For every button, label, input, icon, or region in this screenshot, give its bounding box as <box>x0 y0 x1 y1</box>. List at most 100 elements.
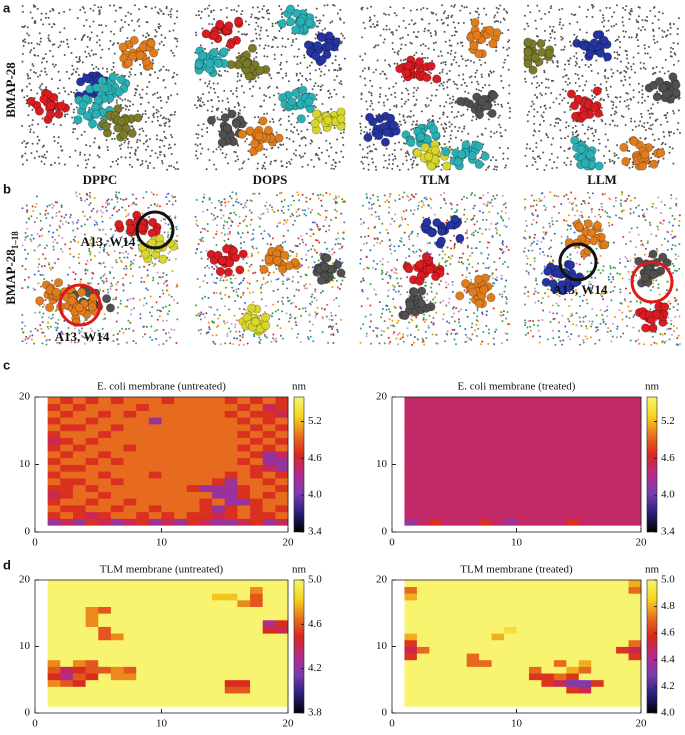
lipid-dot <box>168 310 171 313</box>
lipid-dot <box>419 44 422 47</box>
lipid-dot <box>533 108 536 111</box>
lipid-dot <box>500 135 503 138</box>
lipid-dot <box>36 7 39 10</box>
lipid-dot <box>202 123 205 126</box>
lipid-dot <box>33 221 36 224</box>
lipid-dot <box>376 23 379 26</box>
lipid-dot <box>51 236 54 239</box>
lipid-dot <box>112 66 115 69</box>
residue-bead <box>102 294 112 304</box>
lipid-dot <box>484 61 487 64</box>
lipid-dot <box>214 206 217 209</box>
lipid-dot <box>21 244 24 247</box>
lipid-dot <box>476 135 479 138</box>
lipid-dot <box>151 59 154 62</box>
lipid-dot <box>448 125 451 128</box>
lipid-dot <box>39 273 42 276</box>
lipid-dot <box>250 238 253 241</box>
lipid-dot <box>52 241 55 244</box>
lipid-dot <box>52 9 55 12</box>
lipid-dot <box>24 236 27 239</box>
lipid-dot <box>615 153 618 156</box>
lipid-dot <box>415 123 418 126</box>
lipid-dot <box>158 309 161 312</box>
lipid-dot <box>276 46 279 49</box>
lipid-dot <box>545 78 548 81</box>
residue-bead <box>331 37 341 47</box>
lipid-dot <box>271 45 274 48</box>
lipid-dot <box>211 110 214 113</box>
lipid-dot <box>651 103 654 106</box>
lipid-dot <box>606 93 609 96</box>
lipid-dot <box>131 103 134 106</box>
lipid-dot <box>29 68 32 71</box>
lipid-dot <box>320 70 323 73</box>
lipid-dot <box>362 167 365 170</box>
residue-bead <box>215 266 225 276</box>
residue-bead <box>619 142 629 152</box>
lipid-dot <box>143 280 146 283</box>
lipid-dot <box>657 138 660 141</box>
lipid-dot <box>384 59 387 62</box>
lipid-dot <box>267 45 270 48</box>
lipid-dot <box>123 256 126 259</box>
lipid-dot <box>559 119 562 122</box>
lipid-dot <box>31 123 34 126</box>
lipid-dot <box>445 127 448 130</box>
lipid-dot <box>61 236 64 239</box>
lipid-dot <box>441 22 444 25</box>
lipid-dot <box>297 194 300 197</box>
lipid-dot <box>670 130 673 133</box>
lipid-dot <box>613 113 616 116</box>
residue-bead <box>457 149 467 159</box>
lipid-dot <box>505 164 508 167</box>
lipid-dot <box>130 313 133 316</box>
lipid-dot <box>334 197 337 200</box>
lipid-dot <box>245 215 248 218</box>
lipid-dot <box>459 9 462 12</box>
lipid-dot <box>662 131 665 134</box>
lipid-dot <box>330 167 333 170</box>
lipid-dot <box>411 162 414 165</box>
lipid-dot <box>135 88 138 91</box>
residue-bead <box>213 59 223 69</box>
lipid-dot <box>605 80 608 83</box>
lipid-dot <box>559 129 562 132</box>
lipid-dot <box>34 19 37 22</box>
lipid-dot <box>644 19 647 22</box>
lipid-dot <box>654 71 657 74</box>
lipid-dot <box>610 25 613 28</box>
lipid-dot <box>271 237 274 240</box>
lipid-dot <box>502 66 505 69</box>
lipid-dot <box>590 89 593 92</box>
lipid-dot <box>58 79 61 82</box>
lipid-dot <box>226 221 229 224</box>
lipid-dot <box>224 107 227 110</box>
lipid-dot <box>317 31 320 34</box>
lipid-dot <box>535 146 538 149</box>
lipid-dot <box>75 106 78 109</box>
lipid-dot <box>242 343 245 346</box>
lipid-dot <box>461 57 464 60</box>
lipid-dot <box>41 342 44 345</box>
lipid-dot <box>256 6 259 9</box>
lipid-dot <box>235 193 238 196</box>
lipid-dot <box>387 13 390 16</box>
residue-bead <box>286 17 296 27</box>
lipid-dot <box>340 32 343 35</box>
lipid-dot <box>536 35 539 38</box>
lipid-dot <box>53 261 56 264</box>
lipid-dot <box>501 32 504 35</box>
lipid-dot <box>218 314 221 317</box>
lipid-dot <box>339 132 342 135</box>
lipid-dot <box>572 126 575 129</box>
lipid-dot <box>44 156 47 159</box>
lipid-dot <box>212 281 215 284</box>
lipid-dot <box>610 75 613 78</box>
lipid-dot <box>47 316 50 319</box>
residue-bead <box>579 111 589 121</box>
lipid-dot <box>149 155 152 158</box>
lipid-dot <box>370 99 373 102</box>
lipid-dot <box>153 92 156 95</box>
lipid-dot <box>391 162 394 165</box>
